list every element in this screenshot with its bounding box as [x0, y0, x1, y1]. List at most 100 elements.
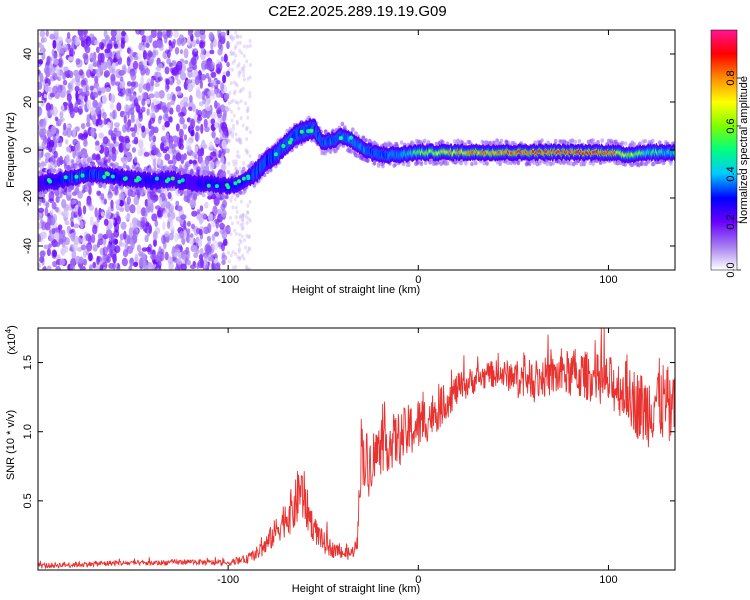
spectrogram-cell — [111, 253, 116, 260]
spectrogram-cell — [73, 223, 80, 229]
spectrogram-cell — [242, 256, 246, 261]
spectrogram-cell — [44, 152, 51, 159]
spectrogram-cell — [212, 38, 218, 48]
spectrogram-cell — [58, 233, 64, 239]
spectrogram-cell — [156, 209, 162, 218]
spectrogram-cell — [246, 249, 250, 254]
spectrogram-cell — [164, 251, 169, 261]
spectrogram-cell — [38, 162, 41, 168]
spectrogram-cell — [38, 262, 41, 269]
spectrogram-cell — [372, 161, 377, 166]
spectrogram-cell — [74, 164, 79, 169]
spectrogram-cell — [150, 30, 157, 39]
spectrogram-cell — [220, 209, 227, 218]
spectrogram-cell — [43, 67, 50, 74]
spectrogram-cell — [52, 58, 59, 65]
spectrogram-cell — [343, 125, 347, 130]
spectrogram-cell — [195, 131, 199, 142]
spectrogram-cell — [237, 138, 241, 143]
spectrogram-cell — [174, 47, 180, 55]
spectrogram-cell — [241, 253, 245, 258]
spectrogram-cell — [106, 243, 113, 250]
spectrogram-cell — [229, 130, 233, 135]
spectrogram-cell — [240, 214, 244, 219]
spectrogram-cell — [669, 161, 673, 166]
spectrogram-cell — [75, 90, 79, 101]
spectrogram-cell — [80, 220, 84, 229]
spectrogram-cell — [210, 118, 216, 125]
spectrogram-cell — [164, 66, 170, 75]
spectrogram-cell — [57, 224, 63, 231]
spectrogram-cell — [63, 122, 67, 131]
spectrogram-cell — [241, 66, 245, 71]
spectrogram-cell — [111, 110, 116, 119]
spectrogram-cell — [53, 52, 58, 59]
spectrogram-cell — [220, 193, 225, 199]
spectrogram-cell — [89, 85, 95, 91]
spectrogram-cell — [123, 146, 128, 157]
spectrogram-cell — [131, 131, 136, 138]
spectrogram-cell — [110, 36, 117, 42]
spectrogram-cell — [364, 138, 368, 143]
spectrogram-cell — [236, 34, 240, 39]
spectrogram-cell — [132, 94, 137, 100]
spectrogram-cell — [212, 205, 218, 216]
spectrogram-cell — [219, 228, 226, 235]
spectrogram-cell — [53, 30, 59, 38]
spectrogram-cell — [84, 152, 88, 159]
spectrogram-cell — [232, 80, 236, 85]
spectrogram-cell — [248, 153, 252, 158]
spectrogram-cell — [125, 142, 131, 149]
spectrogram-cell — [96, 190, 102, 196]
spectrogram-cell — [230, 67, 234, 72]
spectrogram-cell — [137, 95, 142, 102]
spectrogram-cell — [128, 227, 134, 238]
spectrogram-cell — [130, 127, 135, 132]
spectrogram-cell — [247, 266, 251, 270]
spectrogram-cell — [228, 132, 232, 137]
spectrogram-cell — [119, 199, 124, 207]
spectrogram-cell — [108, 129, 113, 136]
spectrogram-cell — [72, 149, 76, 159]
spectrogram-cell — [41, 197, 46, 204]
spectrogram-cell — [148, 266, 154, 270]
spectrogram-cell — [46, 248, 52, 257]
spectrogram-cell — [184, 59, 189, 65]
spectrogram-cell — [186, 228, 191, 235]
spectrogram-cell — [220, 163, 227, 172]
spectrogram-cell — [205, 264, 210, 270]
spectrogram-cell — [157, 63, 163, 69]
spectrogram-cell — [65, 146, 72, 153]
spectrogram-cell — [111, 68, 116, 75]
spectrogram-cell — [231, 123, 235, 128]
spectrogram-cell — [182, 123, 188, 130]
spectrogram-cell — [220, 173, 225, 178]
spectrogram-cell — [63, 188, 68, 193]
spectrogram-cell — [239, 223, 243, 228]
spectrogram-cell — [46, 55, 51, 67]
spectrogram-cell — [234, 159, 238, 164]
spectrogram-cell — [140, 75, 144, 86]
spectrogram-cell — [102, 184, 107, 189]
spectrogram-cell — [187, 192, 191, 198]
spectrogram-cell — [162, 200, 167, 207]
spectrogram-cell — [61, 198, 67, 209]
spectrogram-cell — [46, 265, 52, 270]
spectrogram-cell — [236, 100, 240, 105]
spectrogram-cell — [57, 84, 63, 93]
spectrogram-cell — [136, 244, 142, 253]
spectrogram-cell — [191, 49, 196, 57]
spectrogram-cell — [185, 139, 192, 148]
spectrogram-cell — [219, 156, 225, 164]
spectrogram-cell — [180, 214, 187, 220]
spectrogram-cell — [214, 121, 219, 129]
spectrogram-cell — [200, 257, 204, 269]
spectrogram-cell — [241, 212, 245, 217]
spectrogram-cell — [212, 154, 218, 163]
spectrogram-cell — [226, 40, 230, 50]
spectrogram-cell — [154, 128, 159, 134]
spectrogram-cell — [48, 243, 52, 249]
spectrogram-cell — [246, 44, 250, 49]
spectrogram-cell — [246, 210, 250, 215]
spectrogram-cell — [82, 30, 89, 36]
